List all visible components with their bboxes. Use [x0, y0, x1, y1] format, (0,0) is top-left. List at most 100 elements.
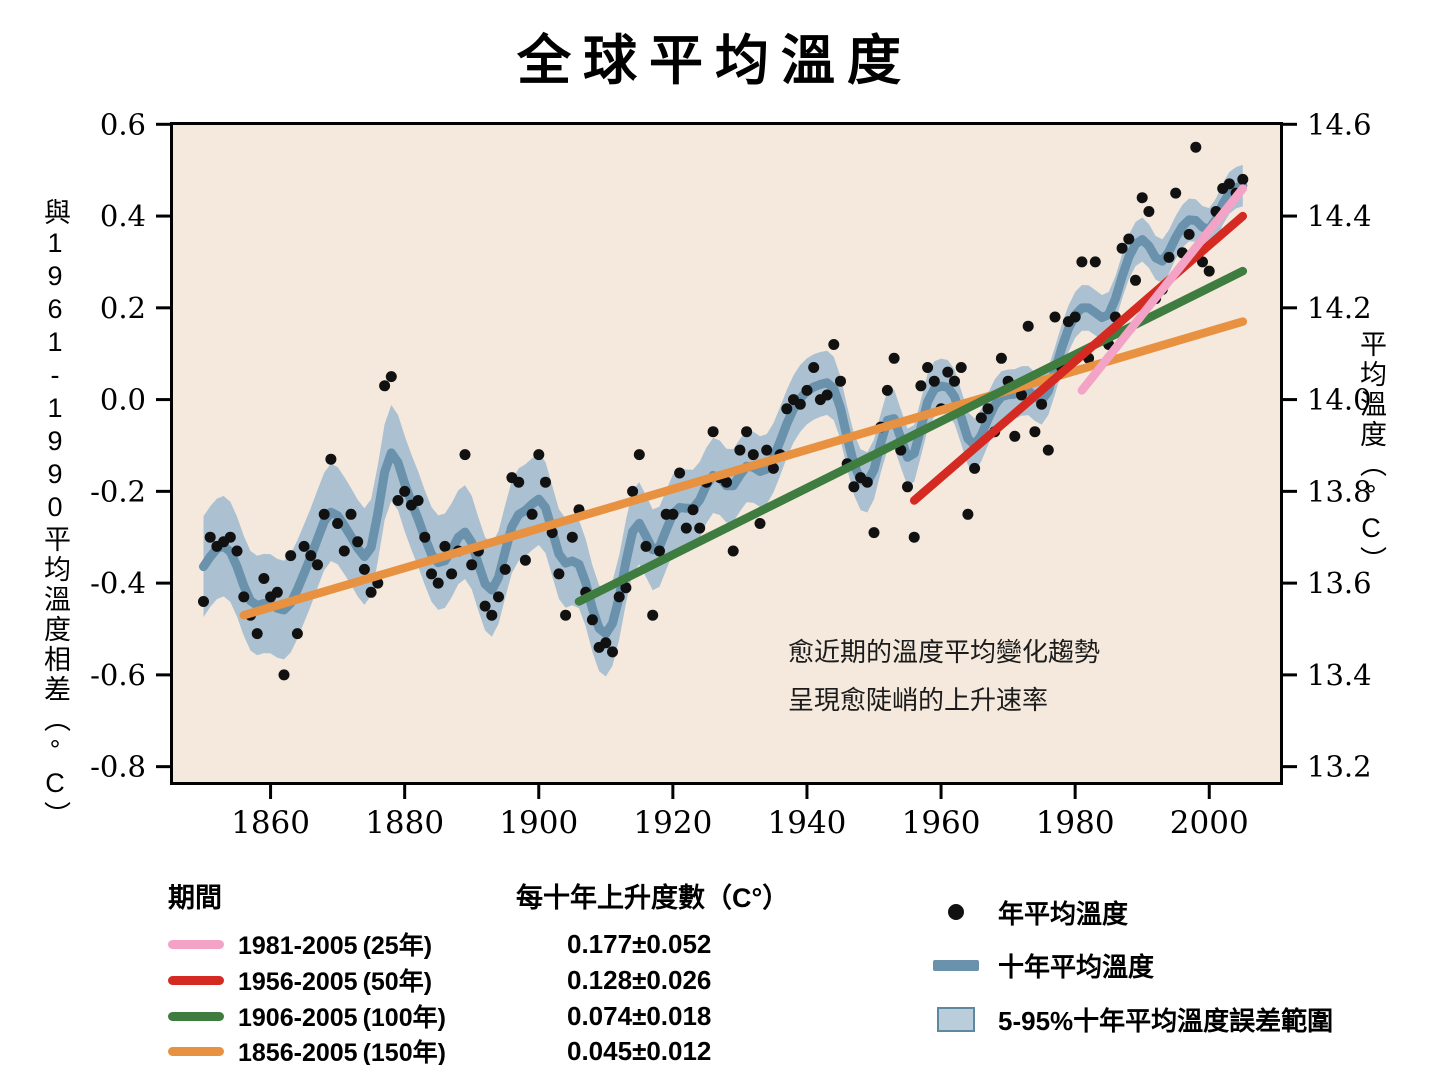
annual-point [258, 573, 270, 584]
annual-point [224, 531, 236, 543]
trend-swatch-red [168, 975, 224, 985]
chart-plot-area: 0.6 0.4 0.2 0.0 -0.2 -0.4 -0.6 -0.8 14.6 14.4 14.2… [90, 107, 1372, 841]
annual-point [439, 540, 451, 552]
annual-point [747, 449, 759, 461]
annual-point [808, 362, 820, 373]
right-axis-title: 平均溫度（°C） [1356, 330, 1386, 576]
y-tick-label-left: -0.6 [90, 658, 146, 692]
annual-point [332, 518, 344, 529]
y-tick-label-right: 13.4 [1307, 658, 1372, 692]
x-tick-label: 1920 [633, 805, 712, 841]
annual-point [908, 531, 920, 543]
y-tick-label-right: 14.4 [1307, 199, 1372, 233]
trend-swatch-orange [168, 1046, 224, 1056]
annual-point [1143, 206, 1155, 217]
annual-point [271, 586, 283, 598]
trend-rate-150yr: 0.045±0.012 [567, 1036, 712, 1065]
annual-point [982, 403, 994, 415]
trend-years: (25年) [362, 932, 433, 960]
trend-rate-100yr: 0.074±0.018 [567, 1001, 712, 1031]
legend-decadal-row: 十年平均溫度 [930, 949, 1154, 982]
legend-rate-header: 每十年上升度數（C°） [516, 883, 790, 913]
annual-point [821, 389, 833, 401]
annual-point [419, 531, 431, 543]
x-tick-label: 1880 [365, 805, 444, 841]
annual-point [942, 366, 954, 378]
x-tick-label: 2000 [1170, 805, 1249, 841]
annual-point [285, 550, 297, 562]
annual-point [915, 380, 927, 392]
annual-point [835, 375, 846, 387]
trend-line-1981-2005 [1077, 184, 1248, 395]
y-tick-label-right: 13.6 [1307, 566, 1372, 600]
annual-point [949, 375, 960, 387]
annual-point [1203, 265, 1215, 277]
error-band-icon [937, 1006, 975, 1032]
legend-annual-row: 年平均溫度 [930, 896, 1129, 929]
annual-point [781, 403, 793, 415]
x-tick-label: 1900 [499, 805, 578, 841]
annual-point [526, 508, 538, 520]
annual-point [995, 352, 1007, 364]
annual-point [298, 540, 310, 552]
annual-point [198, 596, 209, 607]
trend-years: (100年) [362, 1004, 446, 1032]
annual-dot-icon [948, 904, 964, 920]
annual-point [640, 540, 652, 552]
annual-point [1237, 173, 1249, 185]
y-tick-label-left: 0.6 [100, 107, 146, 141]
annual-point [358, 563, 370, 575]
x-tick-label: 1960 [902, 805, 981, 841]
annual-point [385, 371, 397, 383]
legend-period-header: 期間 [168, 883, 222, 913]
trend-swatch-pink [168, 939, 224, 949]
annual-point [1036, 398, 1048, 410]
legend-trend-row-1856-2005: 1856-2005 (150年) [168, 1036, 446, 1065]
annual-symbol-label: 年平均溫度 [998, 898, 1129, 929]
annual-point [533, 449, 545, 461]
y-tick-label-right: 14.0 [1307, 383, 1372, 417]
chart-title: 全球平均溫度 [517, 31, 913, 91]
annual-point [231, 545, 243, 557]
annual-point [1136, 192, 1148, 204]
annual-point [647, 609, 659, 621]
legend-trend-row-1956-2005: 1956-2005 (50年) [168, 965, 433, 996]
legend-trend-row-1981-2005: 1981-2005 (25年) [168, 929, 433, 960]
annual-point [586, 614, 598, 626]
annual-point [486, 609, 498, 621]
annual-point [1049, 311, 1061, 323]
annual-point [975, 412, 987, 424]
annual-point [1183, 228, 1195, 240]
y-tick-label-left: 0.4 [100, 199, 146, 233]
legend-errorband-row: 5-95%十年平均溫度誤差範圍 [930, 1003, 1333, 1036]
legend-trend-row-1906-2005: 1906-2005 (100年) [168, 1001, 446, 1032]
annual-point [325, 453, 337, 465]
annual-point [1170, 187, 1182, 199]
annual-point [1016, 389, 1027, 401]
annual-point [667, 508, 679, 520]
annual-point [727, 545, 739, 557]
annual-point [553, 568, 565, 580]
annual-point [426, 568, 437, 580]
annual-point [1123, 233, 1135, 245]
annotation-line2: 呈現愈陡峭的上升速率 [788, 685, 1049, 715]
annual-point [379, 380, 391, 392]
trend-period: 1906-2005 [238, 1004, 358, 1032]
y-tick-label-right: 13.8 [1307, 474, 1372, 508]
annual-point [519, 554, 531, 566]
x-tick-label: 1940 [768, 805, 847, 841]
annual-point [546, 527, 558, 539]
annual-point [1116, 242, 1128, 254]
annual-point [694, 522, 706, 534]
annual-point [613, 591, 625, 603]
annual-point [969, 462, 981, 474]
trend-period: 1956-2005 [238, 968, 358, 996]
annual-point [1163, 251, 1175, 263]
annual-point [607, 646, 618, 658]
trend-swatch-green [168, 1011, 224, 1021]
annual-point [1029, 426, 1041, 438]
annual-point [1197, 256, 1208, 268]
annual-point [1130, 274, 1141, 286]
trend-years: (50年) [362, 968, 433, 996]
